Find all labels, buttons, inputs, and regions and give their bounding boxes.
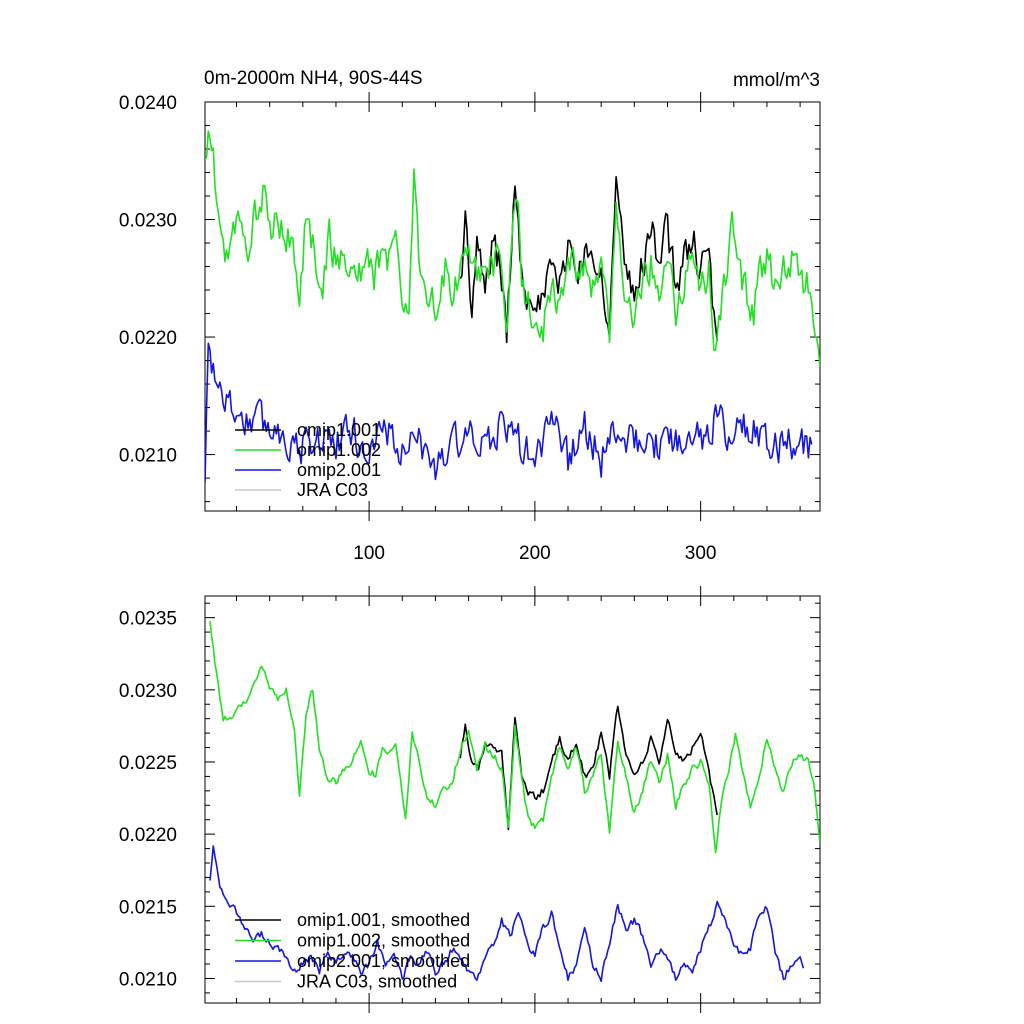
y-tick-label: 0.0220 [119, 825, 177, 846]
legend-label: JRA C03, smoothed [297, 972, 457, 992]
plot-frame [204, 101, 821, 512]
top-panel-units: mmol/m^3 [733, 70, 820, 91]
y-tick-label: 0.0210 [119, 969, 177, 990]
series-line-omip1-001-smoothed [459, 705, 718, 831]
x-tick-label: 300 [685, 543, 717, 564]
legend-label: omip2.001 [297, 460, 381, 480]
legend-label: omip2.001, smoothed [297, 951, 470, 971]
series-line-omip1-002 [205, 130, 820, 367]
y-tick-label: 0.0240 [119, 93, 177, 114]
top-panel: 0m-2000m NH4, 90S-44S mmol/m^3 0.0210 0.0… [119, 68, 821, 564]
y-tick-label: 0.0210 [119, 446, 177, 467]
y-tick-label: 0.0230 [119, 681, 177, 702]
series-line-omip2-001 [205, 342, 813, 484]
y-tick-label: 0.0230 [119, 211, 177, 232]
y-tick-label: 0.0215 [119, 897, 177, 918]
x-tick-label: 100 [353, 543, 385, 564]
top-panel-title: 0m-2000m NH4, 90S-44S [204, 68, 423, 89]
y-tick-label: 0.0225 [119, 753, 177, 774]
bottom-panel: 0.0210 0.0215 0.0220 0.0225 0.0230 0.0235 omip… [119, 586, 821, 1013]
x-tick-label: 200 [519, 543, 551, 564]
series-line-omip1-002-smoothed [209, 620, 820, 854]
series-line-omip2-001-smoothed [209, 845, 805, 983]
legend-label: omip1.002 [297, 440, 381, 460]
legend-label: omip1.001, smoothed [297, 910, 470, 930]
series-line-omip1-001 [459, 176, 718, 344]
y-tick-label: 0.0235 [119, 609, 177, 630]
plot-frame [204, 595, 821, 1004]
legend-label: JRA C03 [297, 480, 368, 500]
y-tick-label: 0.0220 [119, 328, 177, 349]
legend-label: omip1.002, smoothed [297, 931, 470, 951]
legend-label: omip1.001 [297, 420, 381, 440]
